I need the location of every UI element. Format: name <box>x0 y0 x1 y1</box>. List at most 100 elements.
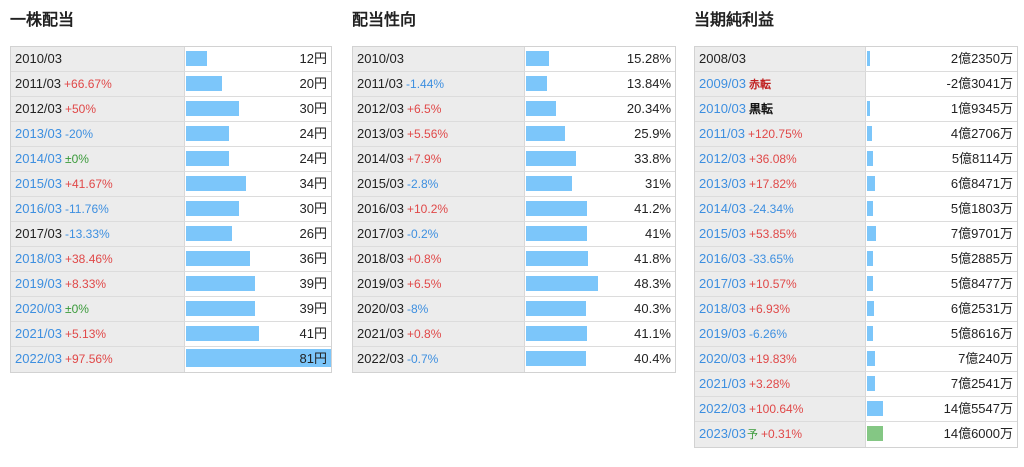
row-label: 2017/03 -0.2% <box>353 222 525 246</box>
row-year: 2021/03 <box>357 326 404 341</box>
row-year: 2020/03 <box>699 351 746 366</box>
row-label: 2020/03 ±0% <box>11 297 185 321</box>
row-label: 2010/03 <box>11 47 185 71</box>
row-year: 2019/03 <box>699 326 746 341</box>
row-year: 2015/03 <box>699 226 746 241</box>
row-change: +5.13% <box>65 327 107 341</box>
row-year: 2011/03 <box>357 76 404 91</box>
table-row: 2021/03 +0.8% 41.1% <box>353 322 675 347</box>
row-year: 2021/03 <box>699 376 746 391</box>
value-bar <box>526 326 588 341</box>
value-bar <box>867 251 873 266</box>
table-row: 2010/03 黒転 1億9345万 <box>695 97 1017 122</box>
row-label: 2014/03 ±0% <box>11 147 185 171</box>
profit-table: 2008/03 2億2350万 2009/03 赤転 -2億3041万 2010/03 黒転… <box>694 46 1018 448</box>
row-value: 41円 <box>299 326 327 341</box>
row-label: 2019/03 +8.33% <box>11 272 185 296</box>
row-year: 2021/03 <box>15 326 62 341</box>
table-row: 2022/03 +100.64% 14億5547万 <box>695 397 1017 422</box>
table-row: 2011/03 +66.67% 20円 <box>11 72 331 97</box>
row-year: 2010/03 <box>699 101 746 116</box>
value-bar <box>526 76 547 91</box>
row-label: 2022/03 +97.56% <box>11 347 185 372</box>
table-row: 2019/03 -6.26% 5億8616万 <box>695 322 1017 347</box>
row-change: +10.2% <box>407 202 449 216</box>
table-row: 2013/03 -20% 24円 <box>11 122 331 147</box>
dividend-table: 2010/03 12円 2011/03 +66.67% 20円 2012/03 +50% 30… <box>10 46 332 373</box>
row-change: ±0% <box>65 302 89 316</box>
row-year: 2010/03 <box>357 51 404 66</box>
row-label: 2016/03 -33.65% <box>695 247 866 271</box>
row-label: 2011/03 +120.75% <box>695 122 866 146</box>
table-row: 2013/03 +17.82% 6億8471万 <box>695 172 1017 197</box>
row-year: 2013/03 <box>699 176 746 191</box>
row-value: 6億2531万 <box>950 301 1013 316</box>
row-value: 7億240万 <box>958 351 1013 366</box>
row-value: 41.8% <box>634 251 671 266</box>
row-label: 2015/03 +41.67% <box>11 172 185 196</box>
dividend-title: 一株配当 <box>10 10 75 29</box>
payout-title: 配当性向 <box>352 10 417 29</box>
table-row: 2023/03予 +0.31% 14億6000万 <box>695 422 1017 447</box>
table-row: 2012/03 +50% 30円 <box>11 97 331 122</box>
row-value: 6億8471万 <box>950 176 1013 191</box>
row-change: +97.56% <box>65 352 113 366</box>
row-year: 2015/03 <box>15 176 62 191</box>
row-value: 41% <box>644 226 671 241</box>
table-row: 2012/03 +36.08% 5億8114万 <box>695 147 1017 172</box>
table-row: 2021/03 +3.28% 7億2541万 <box>695 372 1017 397</box>
row-value: 81円 <box>299 351 327 366</box>
table-row: 2018/03 +38.46% 36円 <box>11 247 331 272</box>
row-year: 2014/03 <box>15 151 62 166</box>
row-value: 25.9% <box>634 126 671 141</box>
row-value: 4億2706万 <box>950 126 1013 141</box>
row-value: 40.3% <box>634 301 671 316</box>
value-bar <box>867 126 872 141</box>
row-change: ±0% <box>65 152 89 166</box>
row-year: 2019/03 <box>357 276 404 291</box>
value-bar <box>867 426 883 441</box>
row-label: 2021/03 +3.28% <box>695 372 866 396</box>
value-bar <box>186 301 256 316</box>
row-tag: 予 <box>747 429 758 441</box>
row-label: 2013/03 +5.56% <box>353 122 525 146</box>
row-value: 34円 <box>299 176 327 191</box>
row-value: 7億9701万 <box>950 226 1013 241</box>
row-label: 2019/03 -6.26% <box>695 322 866 346</box>
value-bar <box>186 76 222 91</box>
row-value: 41.2% <box>634 201 671 216</box>
row-label: 2013/03 +17.82% <box>695 172 866 196</box>
row-value: 30円 <box>299 101 327 116</box>
value-bar <box>186 326 259 341</box>
table-row: 2014/03 -24.34% 5億1803万 <box>695 197 1017 222</box>
table-row: 2010/03 15.28% <box>353 47 675 72</box>
table-row: 2010/03 12円 <box>11 47 331 72</box>
row-change: +6.5% <box>407 102 442 116</box>
row-year: 2022/03 <box>699 401 746 416</box>
row-value: 1億9345万 <box>950 101 1013 116</box>
value-bar <box>867 301 874 316</box>
row-change: +38.46% <box>65 252 113 266</box>
row-year: 2014/03 <box>699 201 746 216</box>
value-bar <box>186 151 229 166</box>
row-change: +100.64% <box>749 402 804 416</box>
row-label: 2011/03 -1.44% <box>353 72 525 96</box>
row-value: 14億6000万 <box>943 426 1013 441</box>
value-bar <box>186 51 208 66</box>
value-bar <box>867 176 875 191</box>
row-label: 2011/03 +66.67% <box>11 72 185 96</box>
table-row: 2016/03 -11.76% 30円 <box>11 197 331 222</box>
row-year: 2022/03 <box>357 351 404 366</box>
row-value: 14億5547万 <box>943 401 1013 416</box>
row-change: +66.67% <box>64 77 112 91</box>
row-value: 33.8% <box>634 151 671 166</box>
row-label: 2018/03 +0.8% <box>353 247 525 271</box>
table-row: 2011/03 +120.75% 4億2706万 <box>695 122 1017 147</box>
value-bar <box>867 151 874 166</box>
value-bar <box>526 251 589 266</box>
value-bar <box>186 226 233 241</box>
row-value: 5億8616万 <box>950 326 1013 341</box>
row-change: +0.8% <box>407 327 442 341</box>
table-row: 2014/03 ±0% 24円 <box>11 147 331 172</box>
row-change: +120.75% <box>748 127 803 141</box>
